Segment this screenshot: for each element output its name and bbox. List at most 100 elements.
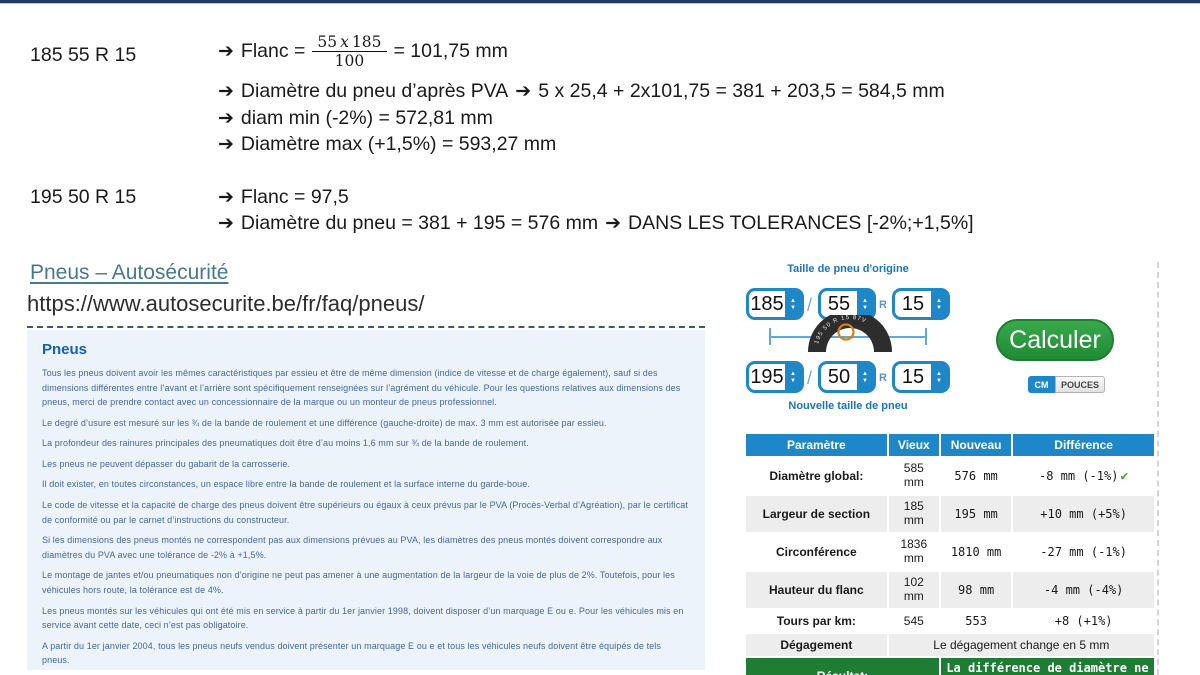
faq-box: Pneus Tous les pneus doivent avoir les m… bbox=[27, 330, 705, 670]
result-label: Résultat: bbox=[746, 658, 939, 675]
clip-dashed-border bbox=[1157, 262, 1159, 675]
spinner-up-icon[interactable]: ▲ bbox=[790, 297, 796, 304]
spinner-down-icon[interactable]: ▼ bbox=[862, 377, 868, 384]
tire-size-label-1: 185 55 R 15 bbox=[30, 44, 137, 66]
diameter-compare-line bbox=[770, 336, 926, 338]
flanc2-text: Flanc = 97,5 bbox=[240, 186, 349, 208]
original-rim-value: 15 bbox=[901, 292, 925, 315]
note-diametre-line: ➔ Diamètre du pneu d’après PVA ➔ 5 x 25,… bbox=[218, 80, 945, 103]
new-value-cell: 553 bbox=[940, 610, 1012, 632]
original-width-spinner[interactable]: 185 ▲ ▼ bbox=[746, 288, 804, 320]
result-message: La différence de diamètre ne dépasse pas… bbox=[940, 658, 1154, 675]
spinner-arrows[interactable]: ▲ ▼ bbox=[785, 364, 801, 390]
spinner-down-icon[interactable]: ▼ bbox=[936, 304, 942, 311]
old-value-cell: 1836 mm bbox=[888, 534, 939, 570]
spinner-down-icon[interactable]: ▼ bbox=[862, 304, 868, 311]
old-value-cell: 545 bbox=[888, 610, 939, 632]
header-vieux: Vieux bbox=[888, 434, 939, 456]
new-ratio-spinner[interactable]: 50 ▲ ▼ bbox=[818, 361, 876, 393]
faq-paragraph: A partir du 1er janvier 2004, tous les p… bbox=[42, 640, 661, 666]
faq-paragraph: Si les dimensions des pneus montés ne co… bbox=[42, 535, 663, 560]
compare-line-tick-right bbox=[925, 328, 927, 345]
arrow-icon: ➔ bbox=[218, 187, 234, 208]
fraction-denominator: 100 bbox=[334, 51, 365, 70]
diam-max-text: Diamètre max (+1,5%) = 593,27 mm bbox=[240, 133, 557, 155]
spinner-down-icon[interactable]: ▼ bbox=[936, 377, 942, 384]
original-size-label: Taille de pneu d'origine bbox=[787, 263, 909, 275]
param-cell: Hauteur du flanc bbox=[746, 572, 887, 608]
faq-paragraph: Les pneus ne peuvent dépasser du gabarit… bbox=[42, 458, 291, 469]
spinner-arrows[interactable]: ▲ ▼ bbox=[785, 291, 801, 317]
slash-separator: / bbox=[807, 368, 813, 388]
header-nouveau: Nouveau bbox=[940, 434, 1012, 456]
faq-paragraph: Le degré d’usure est mesuré sur les ¾ de… bbox=[42, 417, 607, 428]
faq-paragraph: Tous les pneus doivent avoir les mêmes c… bbox=[42, 368, 681, 408]
results-table: Paramètre Vieux Nouveau Différence Diamè… bbox=[744, 432, 1156, 675]
source-url: https://www.autosecurite.be/fr/faq/pneus… bbox=[27, 291, 425, 316]
arrow-icon: ➔ bbox=[218, 134, 234, 155]
spinner-down-icon[interactable]: ▼ bbox=[790, 377, 796, 384]
r-separator: R bbox=[879, 299, 887, 311]
table-header-row: Paramètre Vieux Nouveau Différence bbox=[746, 434, 1154, 456]
original-ratio-spinner[interactable]: 55 ▲ ▼ bbox=[818, 288, 876, 320]
faq-box-dashed-border bbox=[27, 326, 705, 328]
new-value-cell: 576 mm bbox=[940, 458, 1012, 494]
spinner-arrows[interactable]: ▲ ▼ bbox=[931, 291, 947, 317]
original-rim-spinner[interactable]: 15 ▲ ▼ bbox=[892, 288, 950, 320]
flanc-result: = 101,75 mm bbox=[393, 40, 508, 63]
unit-cm-button[interactable]: CM bbox=[1028, 376, 1055, 393]
section-divider bbox=[0, 0, 1200, 3]
spinner-arrows[interactable]: ▲ ▼ bbox=[931, 364, 947, 390]
diff-cell: +10 mm (+5%) bbox=[1013, 496, 1154, 532]
new-rim-spinner[interactable]: 15 ▲ ▼ bbox=[892, 361, 950, 393]
new-rim-value: 15 bbox=[901, 365, 925, 388]
tire-graphic: 195 50 R 15 87V bbox=[808, 315, 892, 352]
faq-paragraph: Le montage de jantes et/ou pneumatiques … bbox=[42, 570, 675, 595]
faq-paragraph: Les pneus montés sur les véhicules qui o… bbox=[42, 605, 684, 631]
spinner-up-icon[interactable]: ▲ bbox=[862, 370, 868, 377]
degagement-label: Dégagement bbox=[746, 634, 887, 656]
header-difference: Différence bbox=[1013, 434, 1154, 456]
spinner-up-icon[interactable]: ▲ bbox=[936, 370, 942, 377]
faq-paragraph: La profondeur des rainures principales d… bbox=[42, 438, 529, 449]
tolerance-text: DANS LES TOLERANCES [-2%;+1,5%] bbox=[628, 212, 974, 234]
new-ratio-value: 50 bbox=[827, 365, 851, 388]
old-value-cell: 585 mm bbox=[888, 458, 939, 494]
param-cell: Tours par km: bbox=[746, 610, 887, 632]
spinner-arrows[interactable]: ▲ ▼ bbox=[857, 291, 873, 317]
note-flanc2-line: ➔ Flanc = 97,5 bbox=[218, 186, 349, 209]
table-row: Tours par km: 545 553 +8 (+1%) bbox=[746, 610, 1154, 632]
spinner-up-icon[interactable]: ▲ bbox=[862, 297, 868, 304]
diff-cell: -4 mm (-4%) bbox=[1013, 572, 1154, 608]
spinner-up-icon[interactable]: ▲ bbox=[936, 297, 942, 304]
arrow-icon: ➔ bbox=[605, 213, 622, 234]
spinner-down-icon[interactable]: ▼ bbox=[790, 304, 796, 311]
spinner-up-icon[interactable]: ▲ bbox=[790, 370, 796, 377]
r-separator: R bbox=[879, 372, 887, 384]
new-width-spinner[interactable]: 195 ▲ ▼ bbox=[746, 361, 804, 393]
unit-pouces-button[interactable]: POUCES bbox=[1055, 376, 1105, 393]
new-value-cell: 195 mm bbox=[940, 496, 1012, 532]
arrow-icon: ➔ bbox=[218, 108, 234, 129]
tire-size-label-2: 195 50 R 15 bbox=[30, 186, 137, 208]
note-flanc-line: ➔ Flanc = 55 x 185 100 = 101,75 mm bbox=[218, 33, 508, 70]
new-size-label: Nouvelle taille de pneu bbox=[788, 400, 908, 412]
diff-cell: -27 mm (-1%) bbox=[1013, 534, 1154, 570]
note-diam-min-line: ➔ diam min (-2%) = 572,81 mm bbox=[218, 107, 493, 130]
new-value-cell: 1810 mm bbox=[940, 534, 1012, 570]
faq-paragraph: Il doit exister, en toutes circonstances… bbox=[42, 479, 530, 490]
degagement-value: Le dégagement change en 5 mm bbox=[888, 634, 1154, 656]
diam-min-text: diam min (-2%) = 572,81 mm bbox=[240, 107, 493, 129]
new-value-cell: 98 mm bbox=[940, 572, 1012, 608]
check-icon: ✔ bbox=[1120, 468, 1129, 484]
spinner-arrows[interactable]: ▲ ▼ bbox=[857, 364, 873, 390]
arrow-icon: ➔ bbox=[218, 81, 234, 102]
table-row: Circonférence 1836 mm 1810 mm -27 mm (-1%… bbox=[746, 534, 1154, 570]
source-link[interactable]: Pneus – Autosécurité bbox=[30, 261, 229, 284]
param-cell: Diamètre global: bbox=[746, 458, 887, 494]
old-value-cell: 185 mm bbox=[888, 496, 939, 532]
calculate-button[interactable]: Calculer bbox=[996, 319, 1114, 361]
param-cell: Largeur de section bbox=[746, 496, 887, 532]
note-diam-max-line: ➔ Diamètre max (+1,5%) = 593,27 mm bbox=[218, 133, 556, 156]
